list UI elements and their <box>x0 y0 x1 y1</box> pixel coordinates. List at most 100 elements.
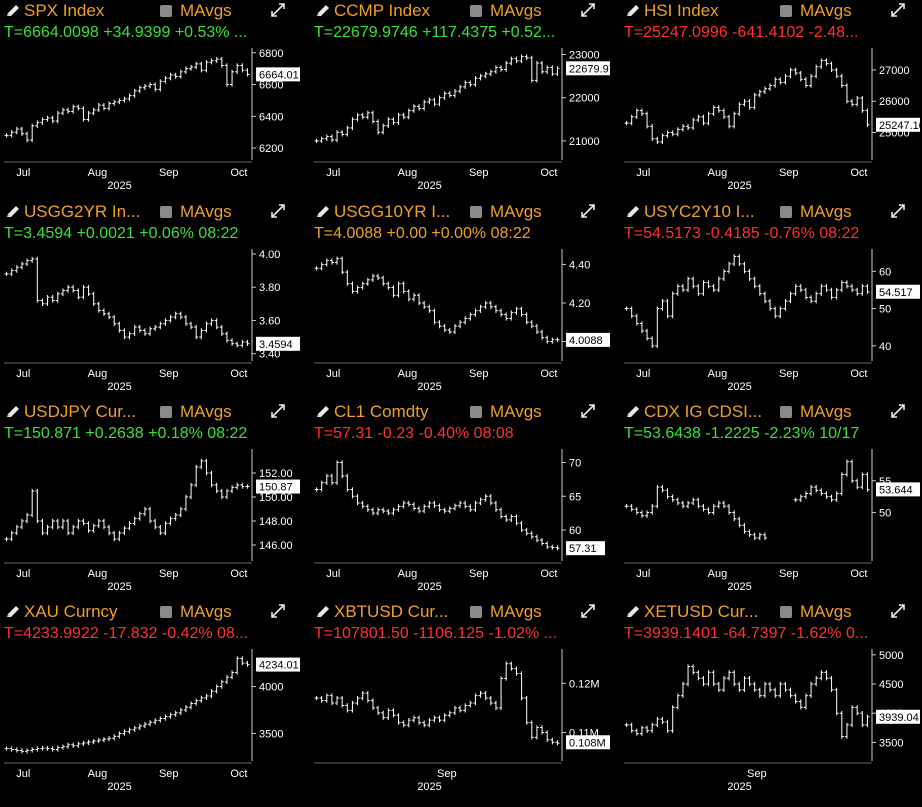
price-bar <box>142 506 147 516</box>
pencil-icon[interactable] <box>314 3 332 19</box>
pencil-icon[interactable] <box>4 204 22 220</box>
security-title[interactable]: CCMP Index <box>334 1 431 20</box>
price-bar <box>675 127 680 137</box>
security-title[interactable]: XETUSD Cur... <box>644 602 759 621</box>
security-title[interactable]: USGG2YR In... <box>24 202 141 221</box>
pencil-icon[interactable] <box>4 604 22 620</box>
expand-icon[interactable] <box>580 403 596 419</box>
chart-panel-9[interactable]: CDX IG CDSI... MAvgs T=53.6438 -1.2225 -… <box>620 401 920 596</box>
checkbox-icon[interactable] <box>470 5 482 17</box>
price-bar <box>447 506 452 514</box>
pencil-icon[interactable] <box>4 3 22 19</box>
chart-panel-7[interactable]: USDJPY Cur... MAvgs T=150.871 +0.2638 +0… <box>0 401 300 596</box>
checkbox-icon[interactable] <box>780 206 792 218</box>
chart-panel-2[interactable]: CCMP Index MAvgs T=22679.9746 +117.4375 … <box>310 0 610 195</box>
last-price-label: 4234.01 <box>259 660 299 672</box>
chart-panel-8[interactable]: CL1 Comdty MAvgs T=57.31 -0.23 -0.40% 08… <box>310 401 610 596</box>
mavgs-label[interactable]: MAvgs <box>490 1 542 20</box>
pencil-icon[interactable] <box>624 404 642 420</box>
expand-icon[interactable] <box>890 2 906 18</box>
expand-icon[interactable] <box>270 203 286 219</box>
mavgs-label[interactable]: MAvgs <box>180 202 232 221</box>
security-title[interactable]: USDJPY Cur... <box>24 402 137 421</box>
checkbox-icon[interactable] <box>160 5 172 17</box>
security-title[interactable]: XBTUSD Cur... <box>334 602 449 621</box>
price-chart[interactable]: 70 65 60 57.31 Jul Aug Sep Oct 2025 <box>310 445 610 595</box>
mavgs-label[interactable]: MAvgs <box>180 402 232 421</box>
chart-panel-6[interactable]: USYC2Y10 I... MAvgs T=54.5173 -0.4185 -0… <box>620 201 920 396</box>
security-title[interactable]: CL1 Comdty <box>334 402 429 421</box>
pencil-icon[interactable] <box>624 604 642 620</box>
price-chart[interactable]: 4000 3500 4234.01 Jul Aug Sep Oct 2025 <box>0 645 300 795</box>
security-title[interactable]: SPX Index <box>24 1 105 20</box>
checkbox-icon[interactable] <box>780 606 792 618</box>
expand-icon[interactable] <box>270 603 286 619</box>
checkbox-icon[interactable] <box>780 5 792 17</box>
price-bar <box>148 82 153 89</box>
price-bar <box>660 298 665 311</box>
security-title[interactable]: USGG10YR I... <box>334 202 451 221</box>
mavgs-label[interactable]: MAvgs <box>490 202 542 221</box>
expand-icon[interactable] <box>890 403 906 419</box>
price-chart[interactable]: 152.00 150.00 148.00 146.00 150.87 Jul Aug Sep O… <box>0 445 300 595</box>
price-bar <box>691 117 696 130</box>
price-bar <box>71 742 76 748</box>
mavgs-label[interactable]: MAvgs <box>180 602 232 621</box>
price-chart[interactable]: 23000 22000 21000 22679.97 Jul Aug Sep Oct 2025 <box>310 44 610 194</box>
expand-icon[interactable] <box>270 403 286 419</box>
mavgs-label[interactable]: MAvgs <box>800 1 852 20</box>
pencil-icon[interactable] <box>624 204 642 220</box>
chart-panel-11[interactable]: XBTUSD Cur... MAvgs T=107801.50 -1106.12… <box>310 601 610 796</box>
price-chart[interactable]: 60 50 40 54.517 Jul Aug Sep Oct 2025 <box>620 245 920 395</box>
chart-panel-4[interactable]: USGG2YR In... MAvgs T=3.4594 +0.0021 +0.… <box>0 201 300 396</box>
mavgs-label[interactable]: MAvgs <box>490 402 542 421</box>
price-bar <box>55 291 60 303</box>
price-bar <box>798 699 803 710</box>
mavgs-label[interactable]: MAvgs <box>800 602 852 621</box>
checkbox-icon[interactable] <box>470 606 482 618</box>
price-bar <box>219 488 224 500</box>
pencil-icon[interactable] <box>4 404 22 420</box>
checkbox-icon[interactable] <box>160 606 172 618</box>
price-bar <box>411 293 416 302</box>
expand-icon[interactable] <box>270 2 286 18</box>
price-bar <box>376 273 381 281</box>
chart-panel-12[interactable]: XETUSD Cur... MAvgs T=3939.1401 -64.7397… <box>620 601 920 796</box>
expand-icon[interactable] <box>890 203 906 219</box>
chart-panel-5[interactable]: USGG10YR I... MAvgs T=4.0088 +0.00 +0.00… <box>310 201 610 396</box>
checkbox-icon[interactable] <box>160 406 172 418</box>
mavgs-label[interactable]: MAvgs <box>490 602 542 621</box>
security-title[interactable]: HSI Index <box>644 1 719 20</box>
chart-panel-10[interactable]: XAU Curncy MAvgs T=4233.9922 -17.832 -0.… <box>0 601 300 796</box>
pencil-icon[interactable] <box>624 3 642 19</box>
pencil-icon[interactable] <box>314 404 332 420</box>
pencil-icon[interactable] <box>314 204 332 220</box>
pencil-icon[interactable] <box>314 604 332 620</box>
chart-panel-1[interactable]: SPX Index MAvgs T=6664.0098 +34.9399 +0.… <box>0 0 300 195</box>
checkbox-icon[interactable] <box>780 406 792 418</box>
checkbox-icon[interactable] <box>470 406 482 418</box>
expand-icon[interactable] <box>580 203 596 219</box>
security-title[interactable]: USYC2Y10 I... <box>644 202 755 221</box>
expand-icon[interactable] <box>580 603 596 619</box>
mavgs-label[interactable]: MAvgs <box>180 1 232 20</box>
checkbox-icon[interactable] <box>160 206 172 218</box>
price-chart[interactable]: 6800 6600 6400 6200 6664.01 Jul Aug Sep Oct 2025 <box>0 44 300 194</box>
year-label: 2025 <box>727 781 751 793</box>
security-title[interactable]: CDX IG CDSI... <box>644 402 763 421</box>
last-price-label: 57.31 <box>569 543 597 555</box>
mavgs-label[interactable]: MAvgs <box>800 402 852 421</box>
expand-icon[interactable] <box>890 603 906 619</box>
price-chart[interactable]: 4.00 3.80 3.60 3.403.4594 Jul Aug Sep Oct 2025 <box>0 245 300 395</box>
mavgs-label[interactable]: MAvgs <box>800 202 852 221</box>
checkbox-icon[interactable] <box>470 206 482 218</box>
expand-icon[interactable] <box>580 2 596 18</box>
chart-panel-3[interactable]: HSI Index MAvgs T=25247.0996 -641.4102 -… <box>620 0 920 195</box>
price-bar <box>183 66 188 74</box>
security-title[interactable]: XAU Curncy <box>24 602 118 621</box>
